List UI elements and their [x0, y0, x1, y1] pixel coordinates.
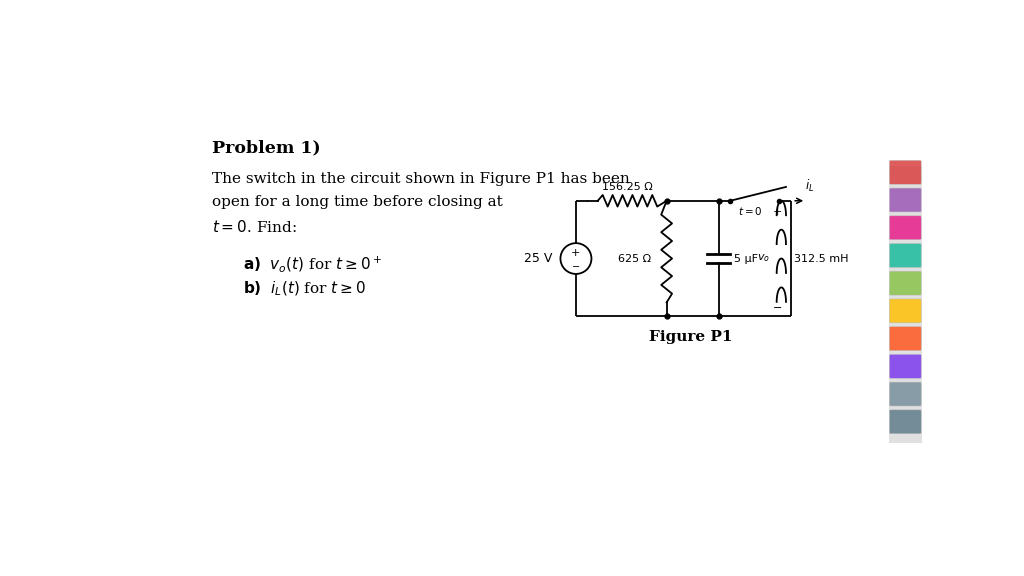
Text: $i_L$: $i_L$: [805, 178, 814, 194]
Text: +: +: [773, 207, 782, 217]
FancyBboxPatch shape: [890, 244, 922, 267]
FancyBboxPatch shape: [890, 188, 922, 212]
Text: $-$: $-$: [772, 301, 782, 311]
FancyBboxPatch shape: [890, 354, 922, 378]
Text: 25 V: 25 V: [524, 252, 553, 265]
FancyBboxPatch shape: [890, 327, 922, 351]
Text: open for a long time before closing at: open for a long time before closing at: [212, 195, 503, 210]
Text: $v_o$: $v_o$: [757, 253, 770, 264]
Text: $-$: $-$: [571, 260, 581, 270]
Text: $t = 0$. Find:: $t = 0$. Find:: [212, 218, 297, 234]
FancyBboxPatch shape: [890, 216, 922, 240]
Text: Figure P1: Figure P1: [649, 330, 733, 344]
Text: 5 μF: 5 μF: [734, 253, 758, 264]
Text: 312.5 mH: 312.5 mH: [794, 253, 848, 264]
Text: 625 Ω: 625 Ω: [618, 253, 651, 264]
Text: $t = 0$: $t = 0$: [738, 204, 763, 217]
Text: The switch in the circuit shown in Figure P1 has been: The switch in the circuit shown in Figur…: [212, 172, 630, 186]
FancyBboxPatch shape: [890, 410, 922, 434]
Bar: [889, 166, 922, 444]
FancyBboxPatch shape: [890, 382, 922, 406]
Text: $\mathbf{a)}$  $v_o(t)$ for $t \geq 0^+$: $\mathbf{a)}$ $v_o(t)$ for $t \geq 0^+$: [243, 255, 382, 274]
Text: Problem 1): Problem 1): [212, 139, 321, 156]
Text: $\mathbf{b)}$  $i_L(t)$ for $t \geq 0$: $\mathbf{b)}$ $i_L(t)$ for $t \geq 0$: [243, 280, 366, 298]
Text: 156.25 Ω: 156.25 Ω: [602, 181, 653, 192]
FancyBboxPatch shape: [890, 271, 922, 295]
FancyBboxPatch shape: [890, 160, 922, 184]
FancyBboxPatch shape: [890, 299, 922, 323]
Text: +: +: [571, 248, 581, 258]
